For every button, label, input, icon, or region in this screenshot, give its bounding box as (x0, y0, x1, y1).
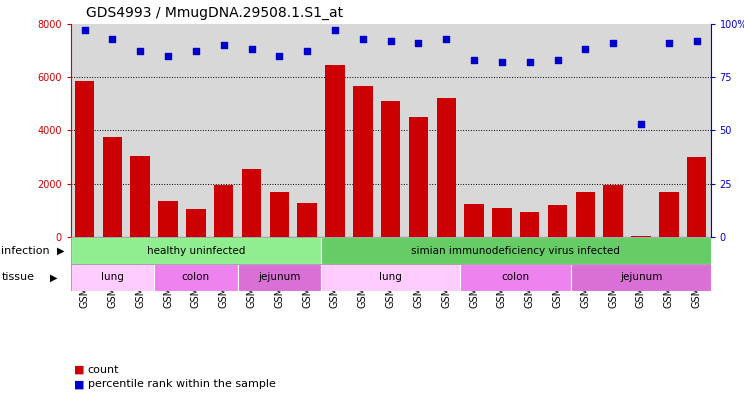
Text: colon: colon (501, 272, 530, 283)
Bar (353, 86, 373, 237)
Bar (237, 264, 321, 291)
Point (551, 57, 563, 63)
Bar (321, 237, 711, 264)
Bar (75, 81, 94, 237)
Bar (154, 264, 237, 291)
Point (357, 35, 369, 42)
Text: healthy uninfected: healthy uninfected (147, 246, 245, 256)
Bar (464, 204, 484, 237)
Text: lung: lung (379, 272, 402, 283)
Bar (158, 201, 178, 237)
Bar (659, 192, 679, 237)
Bar (381, 101, 400, 237)
Bar (103, 137, 122, 237)
Text: tissue: tissue (1, 272, 34, 283)
Point (440, 35, 452, 42)
Bar (631, 236, 651, 237)
Point (496, 59, 508, 65)
Point (385, 38, 397, 44)
Bar (548, 205, 567, 237)
Text: ■: ■ (74, 365, 85, 375)
Text: count: count (88, 365, 119, 375)
Point (468, 57, 480, 63)
Point (524, 59, 536, 65)
Bar (603, 185, 623, 237)
Point (218, 42, 230, 48)
Bar (298, 203, 317, 237)
Text: ▶: ▶ (50, 272, 57, 283)
Bar (186, 209, 205, 237)
Point (190, 48, 202, 55)
Point (690, 38, 702, 44)
Text: percentile rank within the sample: percentile rank within the sample (88, 379, 276, 389)
Bar (242, 169, 261, 237)
Point (106, 35, 118, 42)
Point (301, 48, 313, 55)
Text: ■: ■ (74, 379, 85, 389)
Point (329, 27, 341, 33)
Bar (269, 192, 289, 237)
Text: jejunum: jejunum (258, 272, 301, 283)
Bar (321, 264, 460, 291)
Bar (571, 264, 711, 291)
Bar (437, 98, 456, 237)
Text: colon: colon (182, 272, 210, 283)
Bar (214, 185, 234, 237)
Point (134, 48, 146, 55)
Bar (71, 237, 321, 264)
Text: lung: lung (101, 272, 124, 283)
Text: GDS4993 / MmugDNA.29508.1.S1_at: GDS4993 / MmugDNA.29508.1.S1_at (86, 6, 343, 20)
Bar (576, 192, 595, 237)
Text: ▶: ▶ (57, 246, 64, 256)
Bar (130, 156, 150, 237)
Point (273, 53, 285, 59)
Bar (460, 264, 571, 291)
Text: infection: infection (1, 246, 50, 256)
Text: simian immunodeficiency virus infected: simian immunodeficiency virus infected (411, 246, 620, 256)
Point (580, 46, 591, 52)
Point (79, 27, 91, 33)
Bar (408, 117, 428, 237)
Point (246, 46, 257, 52)
Bar (520, 212, 539, 237)
Bar (71, 264, 154, 291)
Text: jejunum: jejunum (620, 272, 662, 283)
Point (412, 40, 424, 46)
Bar (687, 157, 706, 237)
Bar (492, 208, 512, 237)
Point (162, 53, 174, 59)
Point (635, 121, 647, 127)
Point (607, 40, 619, 46)
Bar (325, 65, 344, 237)
Point (663, 40, 675, 46)
